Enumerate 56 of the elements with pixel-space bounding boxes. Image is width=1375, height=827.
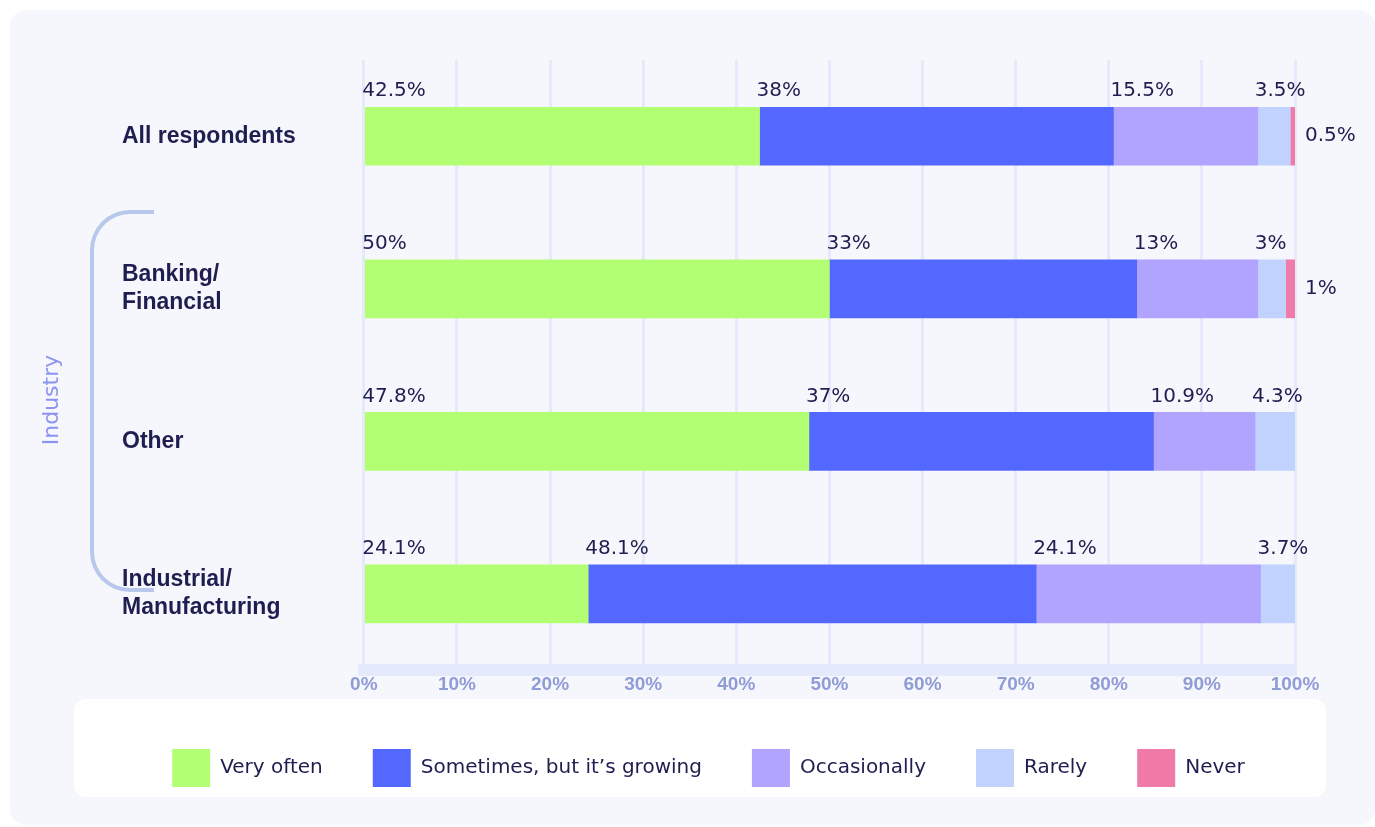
x-tick-label: 30%	[624, 672, 663, 694]
data-label: 3.5%	[1254, 77, 1306, 102]
bar	[364, 412, 810, 471]
legend-label: Never	[1185, 754, 1246, 779]
data-label: 24.1%	[362, 535, 426, 560]
x-tick-label: 20%	[531, 672, 570, 694]
bar	[364, 106, 760, 166]
data-label: 3.7%	[1257, 535, 1309, 560]
data-label: 48.1%	[585, 535, 649, 560]
bar	[808, 412, 1154, 471]
bar	[1136, 259, 1259, 319]
x-tick-label: 0%	[350, 672, 378, 694]
bar	[587, 564, 1037, 624]
legend-label: Very often	[220, 754, 323, 779]
bar	[364, 259, 830, 319]
bar	[759, 106, 1114, 166]
bar	[1153, 412, 1256, 471]
y-tick-label: Other	[122, 426, 184, 453]
bar	[364, 564, 589, 624]
data-label: 42.5%	[362, 77, 426, 102]
bar	[1254, 412, 1295, 471]
x-tick-label: 100%	[1270, 672, 1320, 694]
x-tick-label: 70%	[996, 672, 1035, 694]
y-tick-label: All respondents	[122, 121, 296, 148]
bar	[1035, 564, 1261, 624]
data-label: 15.5%	[1110, 77, 1174, 102]
x-tick-label: 80%	[1089, 672, 1128, 694]
x-tick-label: 40%	[717, 672, 756, 694]
data-label: 4.3%	[1251, 382, 1303, 407]
data-label: 13%	[1133, 230, 1179, 255]
data-label: 37%	[805, 382, 851, 407]
x-tick-label: 90%	[1182, 672, 1221, 694]
data-label: 50%	[362, 230, 407, 255]
x-tick-label: 50%	[810, 672, 849, 694]
bar	[1257, 106, 1291, 166]
data-label: 24.1%	[1033, 535, 1097, 560]
data-label: 38%	[756, 77, 802, 102]
bar	[1257, 259, 1287, 319]
data-label: 33%	[826, 230, 871, 255]
y-tick-label: Industrial/Manufacturing	[122, 565, 281, 620]
y-axis-title: Industry	[37, 354, 63, 446]
data-label: 1%	[1305, 275, 1337, 300]
data-label: 47.8%	[362, 382, 426, 407]
bar	[1260, 564, 1295, 624]
bar	[829, 259, 1138, 319]
legend-label: Occasionally	[799, 754, 927, 779]
legend-label: Rarely	[1024, 754, 1088, 779]
y-tick-label: Banking/Financial	[122, 260, 222, 314]
x-tick-label: 10%	[437, 672, 477, 694]
legend-label: Sometimes, but it’s growing	[420, 754, 702, 779]
bar	[1113, 106, 1259, 166]
bar	[1285, 259, 1295, 319]
data-label: 0.5%	[1305, 122, 1356, 147]
x-tick-label: 60%	[903, 672, 942, 694]
data-label: 10.9%	[1150, 382, 1214, 407]
data-label: 3%	[1254, 230, 1287, 255]
